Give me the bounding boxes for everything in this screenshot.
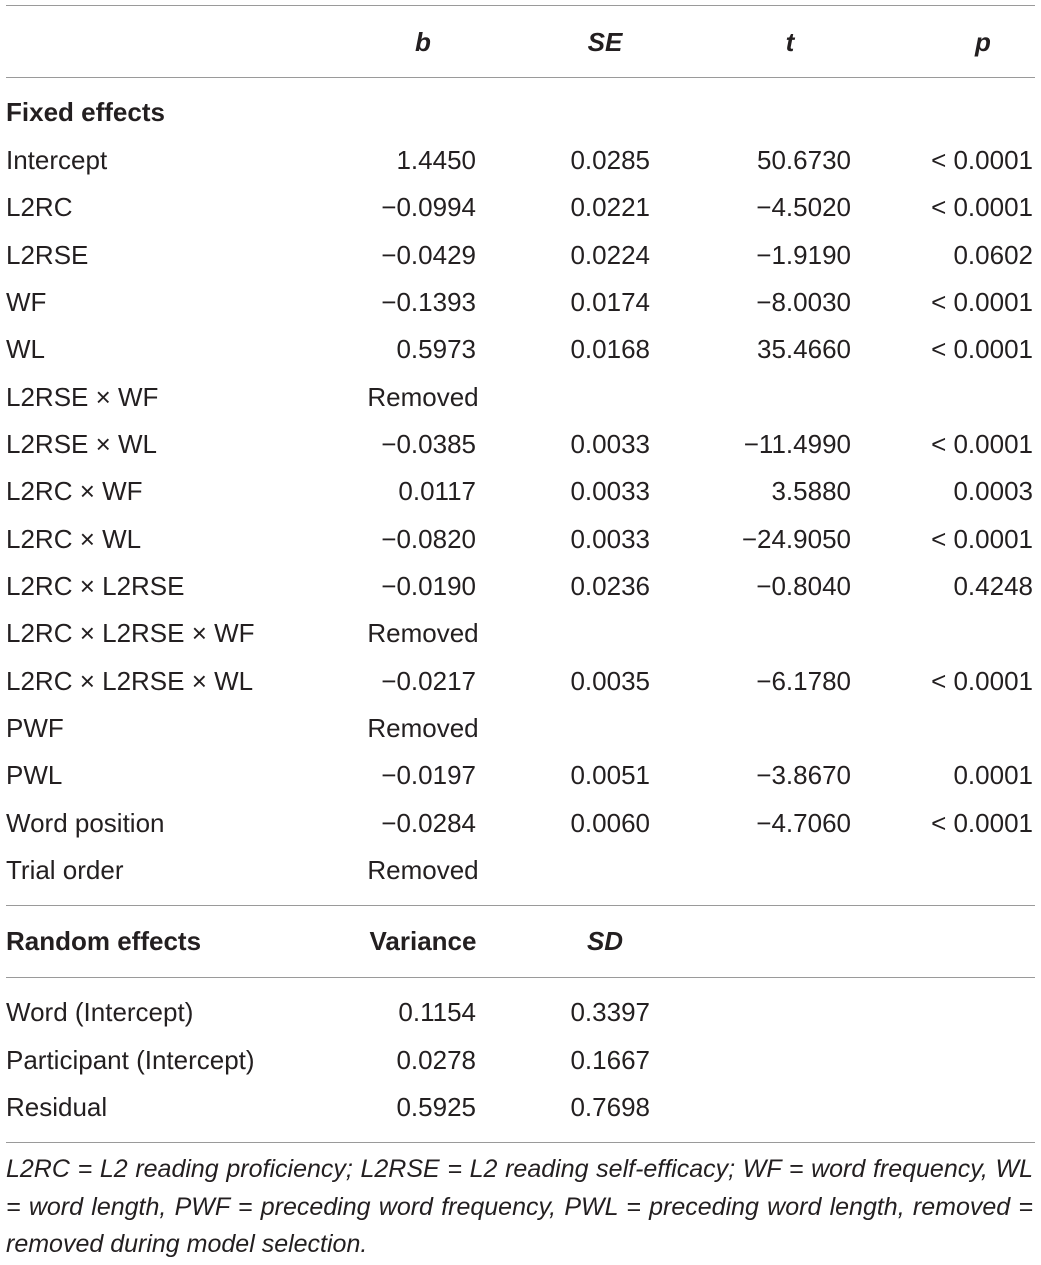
- cell: 0.0168: [570, 334, 650, 365]
- cell: −0.0385: [381, 428, 476, 459]
- cell: 0.0033: [570, 523, 650, 554]
- row-label: WL: [6, 334, 45, 365]
- row-label: L2RC × L2RSE: [6, 570, 185, 601]
- row-label: L2RSE: [6, 239, 89, 270]
- cell: 0.0221: [570, 192, 650, 223]
- row-label: PWL: [6, 760, 63, 791]
- row-label: PWF: [6, 712, 64, 743]
- column-header: b: [415, 27, 431, 57]
- cell: −24.9050: [741, 523, 851, 554]
- rule: [6, 1142, 1035, 1143]
- row-label: Residual: [6, 1092, 108, 1122]
- cell: Removed: [367, 381, 479, 412]
- cell: −1.9190: [756, 239, 851, 270]
- cell: 0.0035: [570, 665, 650, 696]
- cell: 0.7698: [570, 1092, 650, 1122]
- table-note: L2RC = L2 reading proficiency; L2RSE = L…: [6, 1155, 1033, 1258]
- cell: −4.7060: [756, 807, 851, 838]
- row-label: L2RC × WL: [6, 523, 142, 554]
- rule: [6, 905, 1035, 906]
- cell: Removed: [367, 618, 479, 649]
- column-header: SD: [586, 926, 624, 956]
- column-header: SE: [587, 27, 623, 57]
- cell: −0.0217: [381, 665, 476, 696]
- row-label: L2RSE × WL: [6, 428, 158, 459]
- cell: 0.5925: [396, 1092, 476, 1122]
- row-label: Intercept: [6, 145, 108, 175]
- cell: −0.0994: [381, 192, 476, 223]
- column-header: Variance: [369, 926, 477, 956]
- cell: 35.4660: [757, 334, 851, 365]
- cell: −0.1393: [381, 286, 476, 317]
- cell: −0.0429: [381, 239, 476, 270]
- cell: < 0.0001: [931, 145, 1033, 175]
- cell: < 0.0001: [931, 807, 1033, 838]
- cell: 0.0278: [396, 1044, 476, 1075]
- cell: 1.4450: [396, 145, 476, 175]
- row-label: L2RC × L2RSE × WF: [6, 618, 255, 649]
- section-title: Random effects: [6, 926, 202, 956]
- cell: < 0.0001: [931, 192, 1033, 223]
- cell: 0.0224: [570, 239, 650, 270]
- cell: 0.0033: [570, 476, 650, 507]
- cell: 0.0033: [570, 428, 650, 459]
- cell: 0.1154: [398, 997, 476, 1027]
- cell: 0.0602: [953, 239, 1033, 270]
- cell: 0.0003: [953, 476, 1033, 507]
- cell: −0.8040: [756, 570, 851, 601]
- cell: < 0.0001: [931, 428, 1033, 459]
- rule: [6, 77, 1035, 78]
- cell: 0.0236: [570, 570, 650, 601]
- cell: < 0.0001: [931, 523, 1033, 554]
- section-title: Fixed effects: [6, 97, 165, 127]
- cell: −0.0197: [381, 760, 476, 791]
- cell: 0.0060: [570, 807, 650, 838]
- cell: −4.5020: [756, 192, 851, 223]
- cell: −0.0284: [381, 807, 476, 838]
- rule: [6, 5, 1035, 6]
- cell: 0.4248: [953, 570, 1033, 601]
- cell: 3.5880: [771, 476, 851, 507]
- row-label: L2RSE × WF: [6, 381, 159, 412]
- column-header: p: [975, 27, 991, 57]
- cell: < 0.0001: [931, 334, 1033, 365]
- cell: 0.0117: [398, 476, 476, 507]
- cell: 0.5973: [396, 334, 476, 365]
- cell: 0.0001: [953, 760, 1033, 791]
- row-label: Trial order: [6, 854, 124, 885]
- cell: −0.0820: [381, 523, 476, 554]
- cell: 0.3397: [570, 997, 650, 1027]
- cell: 0.1667: [570, 1044, 650, 1075]
- row-label: Word position: [6, 807, 165, 838]
- cell: 50.6730: [757, 145, 851, 175]
- row-label: WF: [6, 286, 47, 317]
- cell: −8.0030: [756, 286, 851, 317]
- cell: −0.0190: [381, 570, 476, 601]
- row-label: L2RC × L2RSE × WL: [6, 665, 254, 696]
- row-label: L2RC × WF: [6, 476, 143, 507]
- cell: 0.0051: [570, 760, 650, 791]
- cell: 0.0174: [570, 286, 650, 317]
- rule: [6, 977, 1035, 978]
- cell: −3.8670: [756, 760, 851, 791]
- cell: < 0.0001: [931, 286, 1033, 317]
- row-label: Participant (Intercept): [6, 1044, 255, 1075]
- cell: < 0.0001: [931, 665, 1033, 696]
- cell: Removed: [367, 854, 479, 885]
- cell: −6.1780: [756, 665, 851, 696]
- row-label: Word (Intercept): [6, 997, 194, 1027]
- column-header: t: [785, 27, 795, 57]
- cell: Removed: [367, 712, 479, 743]
- cell: 0.0285: [570, 145, 650, 175]
- cell: −11.4990: [743, 428, 851, 459]
- row-label: L2RC: [6, 192, 73, 223]
